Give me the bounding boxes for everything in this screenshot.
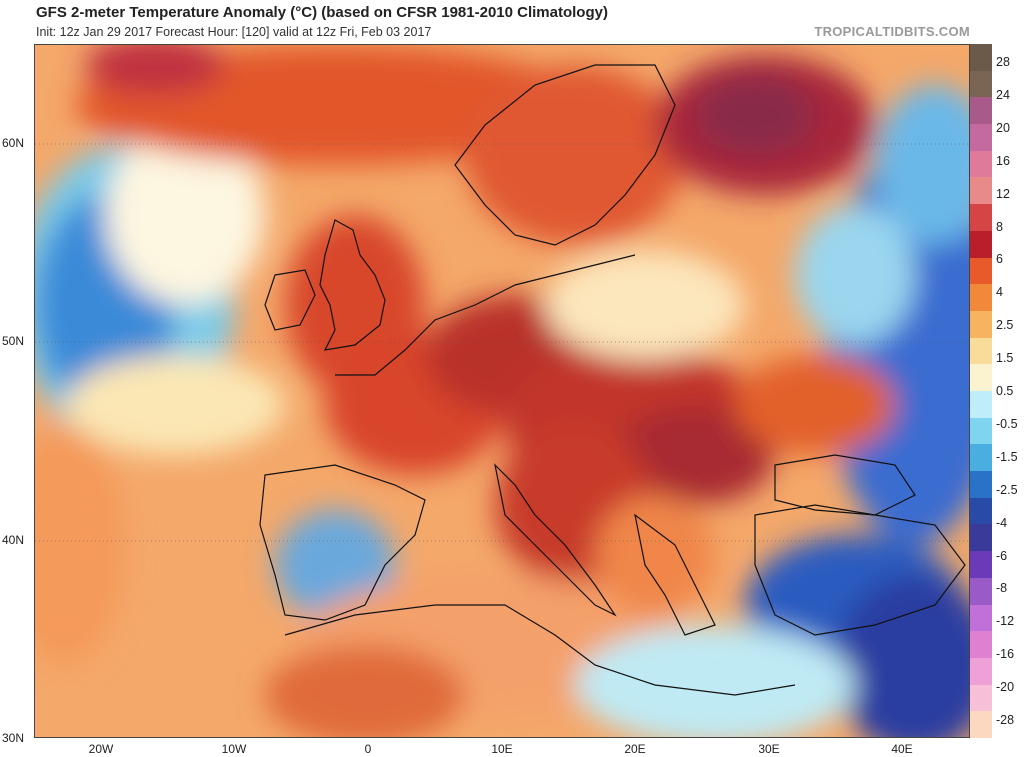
lat-label: 60N xyxy=(2,136,25,150)
lon-label: 0 xyxy=(364,742,372,756)
colorbar-label: -0.5 xyxy=(996,416,1018,431)
colorbar-label: -6 xyxy=(996,548,1008,563)
colorbar-label: -8 xyxy=(996,581,1008,596)
colorbar-swatch xyxy=(970,124,992,152)
colorbar-swatch xyxy=(970,230,992,259)
lon-label: 20W xyxy=(88,742,114,756)
colorbar-swatch xyxy=(970,657,992,686)
chart-title: GFS 2-meter Temperature Anomaly (°C) (ba… xyxy=(36,4,608,21)
colorbar-label: 8 xyxy=(996,219,1003,234)
lon-label: 10W xyxy=(221,742,247,756)
colorbar-label: 2.5 xyxy=(996,318,1014,333)
colorbar-label: -4 xyxy=(996,515,1008,530)
anomaly-field xyxy=(35,45,969,737)
colorbar-swatch xyxy=(970,524,992,552)
lat-label: 40N xyxy=(2,533,25,547)
brand-watermark: TROPICALTIDBITS.COM xyxy=(814,24,970,39)
colorbar-swatch xyxy=(970,337,992,365)
colorbar-swatch xyxy=(970,150,992,178)
lon-label: 30E xyxy=(758,742,780,756)
colorbar-swatch xyxy=(970,257,992,285)
colorbar-label: -1.5 xyxy=(996,449,1018,464)
colorbar-swatch xyxy=(970,70,992,98)
colorbar-swatch xyxy=(970,577,992,606)
colorbar-label: 20 xyxy=(996,120,1010,135)
lon-label: 40E xyxy=(891,742,913,756)
colorbar-label: -20 xyxy=(996,680,1015,695)
colorbar-swatch xyxy=(970,711,992,739)
longitude-labels: 20W 10W 0 10E 20E 30E 40E xyxy=(34,740,970,757)
colorbar-swatch xyxy=(970,604,992,632)
latitude-labels: 60N 50N 40N 30N xyxy=(0,44,34,745)
coastlines xyxy=(259,64,966,696)
chart-subtitle: Init: 12z Jan 29 2017 Forecast Hour: [12… xyxy=(36,25,432,39)
colorbar-swatch xyxy=(970,631,992,659)
colorbar-swatch xyxy=(970,471,992,499)
colorbar-label: 12 xyxy=(996,186,1010,201)
colorbar-swatch xyxy=(970,310,992,339)
header: GFS 2-meter Temperature Anomaly (°C) (ba… xyxy=(0,0,1024,44)
colorbar-swatch xyxy=(970,684,992,712)
colorbar-label: 0.5 xyxy=(996,384,1014,398)
colorbar-label: -2.5 xyxy=(996,482,1018,497)
anomaly-map xyxy=(34,44,970,738)
colorbar-swatch xyxy=(970,284,992,312)
colorbar-label: 24 xyxy=(996,87,1010,102)
colorbar-swatch xyxy=(970,204,992,232)
colorbar-swatch xyxy=(970,497,992,525)
lon-label: 20E xyxy=(624,742,646,756)
colorbar-swatch xyxy=(970,391,992,419)
colorbar-label: 1.5 xyxy=(996,351,1014,366)
colorbar-label: -12 xyxy=(996,614,1015,629)
colorbar-swatch xyxy=(970,417,992,445)
colorbar-label: 4 xyxy=(996,285,1003,300)
colorbar-label: 6 xyxy=(996,252,1003,267)
colorbar-label: -28 xyxy=(996,713,1015,727)
colorbar-label: 16 xyxy=(996,153,1010,168)
lat-label: 50N xyxy=(2,334,25,348)
colorbar-swatch xyxy=(970,97,992,125)
colorbar-legend: 28 24 20 16 12 8 6 4 2.5 1.5 0.5 -0.5 -1.5 -2.5 -4 -6 -8… xyxy=(970,44,1024,739)
colorbar-label: 28 xyxy=(996,55,1010,69)
lon-label: 10E xyxy=(491,742,513,756)
colorbar-swatch xyxy=(970,551,992,579)
colorbar-label: -16 xyxy=(996,647,1015,662)
colorbar-swatch xyxy=(970,444,992,472)
colorbar-swatch xyxy=(970,44,992,72)
colorbar-swatch xyxy=(970,364,992,392)
graticule xyxy=(35,143,969,542)
colorbar-swatch xyxy=(970,177,992,205)
map-svg xyxy=(35,45,969,737)
lat-label: 30N xyxy=(2,731,25,745)
